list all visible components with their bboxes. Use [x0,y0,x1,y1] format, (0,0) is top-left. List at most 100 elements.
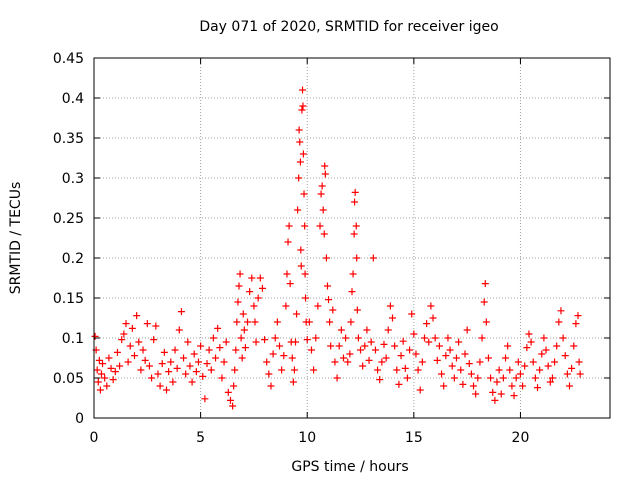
data-point [448,362,456,370]
data-point [319,206,327,214]
data-point [286,280,294,288]
data-point [327,342,335,350]
data-point [205,346,213,354]
data-point [263,358,271,366]
data-point [393,366,401,374]
data-point [116,362,124,370]
data-point [491,396,499,404]
data-point [278,366,286,374]
data-point [299,150,307,158]
data-point [548,374,556,382]
data-point [212,354,220,362]
data-point [408,310,416,318]
data-point [285,222,293,230]
data-point [382,354,390,362]
data-point [250,302,258,310]
data-point [271,334,279,342]
data-point [131,352,139,360]
data-point [361,342,369,350]
data-point [194,358,202,366]
data-point [303,336,311,344]
data-point [232,346,240,354]
data-point [519,382,527,390]
data-point [120,330,128,338]
data-point [572,320,580,328]
data-point [333,374,341,382]
data-point [237,334,245,342]
y-tick-label: 0 [75,411,84,427]
data-point [482,318,490,326]
data-point [280,352,288,360]
data-point [435,342,443,350]
data-point [145,362,153,370]
data-point [351,198,359,206]
x-tick-label: 20 [512,430,530,446]
data-point [391,342,399,350]
data-point [207,366,215,374]
data-point [384,326,392,334]
data-point [175,326,183,334]
scatter-points [91,86,584,410]
data-point [365,356,373,364]
data-point [472,390,480,398]
data-point [318,182,326,190]
data-point [359,362,367,370]
data-point [169,378,177,386]
data-point [463,326,471,334]
data-point [283,270,291,278]
data-point [226,396,234,404]
data-point [95,356,103,364]
data-point [320,230,328,238]
data-point [240,326,248,334]
data-point [561,352,569,360]
data-point [429,314,437,322]
data-point [322,254,330,262]
data-point [487,374,495,382]
data-point [574,312,582,320]
data-point [438,370,446,378]
data-point [173,364,181,372]
data-point [154,370,162,378]
data-point [91,332,99,340]
data-point [295,174,303,182]
data-point [512,374,520,382]
y-axis-label: SRMTID / TECUs [8,182,24,295]
data-point [514,358,522,366]
data-point [184,338,192,346]
data-point [344,358,352,366]
data-point [254,294,262,302]
data-point [389,314,397,322]
data-point [412,350,420,358]
data-point [531,374,539,382]
data-point [555,318,563,326]
data-point [346,350,354,358]
y-tick-label: 0.4 [62,91,84,107]
data-point [302,294,310,302]
data-point [339,354,347,362]
data-point [197,342,205,350]
data-point [230,382,238,390]
data-point [534,384,542,392]
data-point [433,356,441,364]
data-point [527,338,535,346]
data-point [296,138,304,146]
data-point [101,374,109,382]
data-point [521,362,529,370]
data-point [118,336,126,344]
data-point [538,350,546,358]
data-point [354,334,362,342]
data-point [467,370,475,378]
data-point [317,190,325,198]
data-point [427,302,435,310]
data-point [297,262,305,270]
data-point [94,378,102,386]
data-point [290,366,298,374]
data-point [244,318,252,326]
data-point [431,334,439,342]
data-point [470,382,478,390]
data-point [335,342,343,350]
data-point [258,284,266,292]
data-point [160,348,168,356]
y-tick-label: 0.15 [53,291,84,307]
